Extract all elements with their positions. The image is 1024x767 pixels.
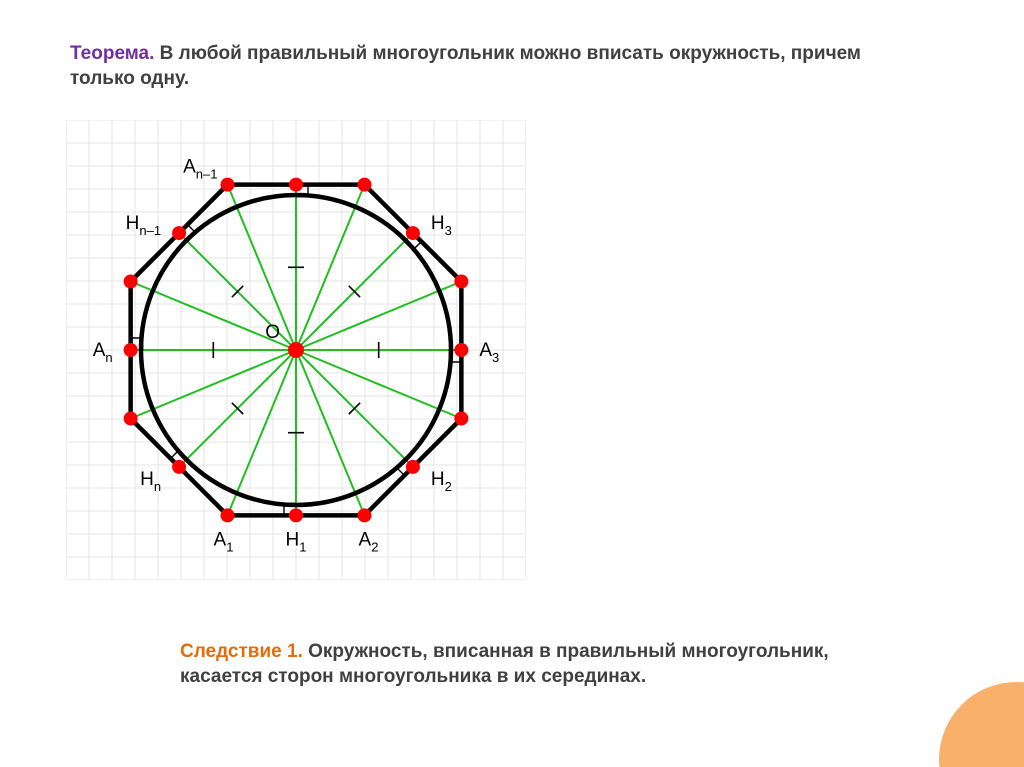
svg-text:A3: A3 <box>479 340 499 365</box>
svg-text:An–1: An–1 <box>183 157 217 182</box>
theorem-label: Теорема. <box>70 43 154 64</box>
theorem-block: Теорема. В любой правильный многоугольни… <box>70 42 880 91</box>
theorem-text: В любой правильный многоугольник можно в… <box>70 43 861 89</box>
corollary-block: Следствие 1. Окружность, вписанная в пра… <box>180 640 900 689</box>
geometry-diagram: An–1AnA1A2A3Hn–1HnH1H2H3O <box>66 120 526 580</box>
svg-text:A2: A2 <box>359 529 379 554</box>
svg-text:O: O <box>265 322 280 343</box>
svg-text:Hn–1: Hn–1 <box>126 213 161 238</box>
svg-text:A1: A1 <box>214 529 234 554</box>
svg-text:An: An <box>93 340 113 365</box>
corollary-label: Следствие 1. <box>180 641 303 662</box>
decorative-quarter-circle <box>939 682 1024 767</box>
